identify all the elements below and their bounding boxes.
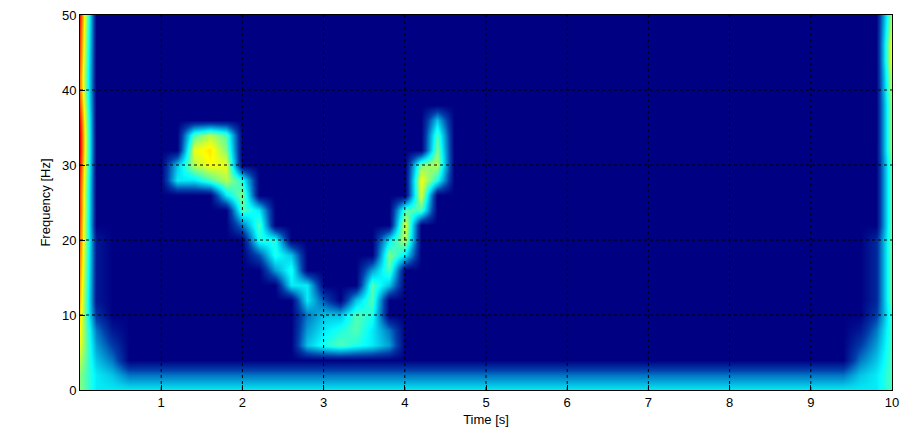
svg-text:20: 20 [62, 233, 76, 248]
svg-text:2: 2 [239, 395, 246, 410]
svg-text:40: 40 [62, 83, 76, 98]
svg-text:10: 10 [885, 395, 899, 410]
svg-text:3: 3 [320, 395, 327, 410]
svg-text:1: 1 [158, 395, 165, 410]
svg-text:6: 6 [564, 395, 571, 410]
svg-text:0: 0 [69, 383, 76, 398]
svg-text:Frequency [Hz]: Frequency [Hz] [38, 158, 53, 246]
svg-text:50: 50 [62, 8, 76, 23]
svg-text:4: 4 [401, 395, 408, 410]
svg-text:5: 5 [482, 395, 489, 410]
svg-text:10: 10 [62, 308, 76, 323]
svg-text:30: 30 [62, 158, 76, 173]
svg-text:9: 9 [807, 395, 814, 410]
svg-text:7: 7 [645, 395, 652, 410]
svg-text:Time [s]: Time [s] [463, 412, 509, 427]
svg-text:8: 8 [726, 395, 733, 410]
